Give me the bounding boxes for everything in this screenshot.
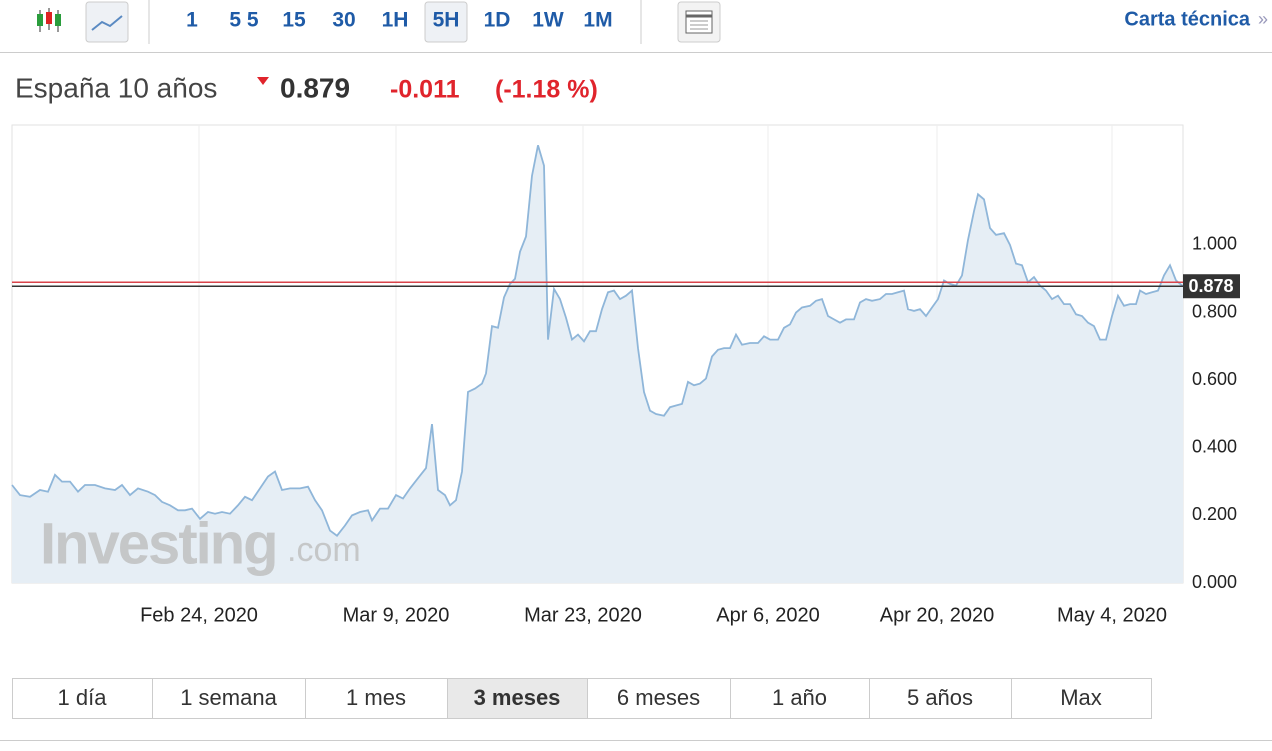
interval-button[interactable]: 1M	[583, 9, 612, 32]
range-label[interactable]: 1 semana	[180, 685, 277, 710]
y-tick-label: 0.400	[1192, 437, 1237, 457]
change: -0.011	[390, 76, 460, 104]
last-value-box	[1183, 274, 1240, 299]
x-tick-label: Feb 24, 2020	[140, 604, 258, 626]
change-pct: (-1.18 %)	[495, 76, 598, 104]
table-icon[interactable]	[677, 1, 721, 43]
line-icon[interactable]	[85, 1, 129, 43]
price-line	[11, 145, 1184, 537]
interval-button[interactable]: 1H	[382, 9, 409, 32]
watermark: Investing	[40, 511, 277, 576]
range-button[interactable]	[587, 678, 731, 719]
range-button[interactable]	[730, 678, 870, 719]
range-button[interactable]	[447, 678, 588, 719]
plot: Feb 24, 2020 Mar 9, 2020 Mar 23, 2020 Apr 6…	[11, 124, 1240, 626]
interval-button[interactable]: 1W	[532, 9, 564, 32]
candle-icon[interactable]	[37, 8, 61, 32]
x-tick-label: Mar 23, 2020	[524, 604, 642, 626]
area-fill	[12, 145, 1183, 584]
range-label[interactable]: 1 día	[58, 685, 108, 710]
instrument-name: España 10 años	[15, 72, 217, 103]
range-button[interactable]	[1011, 678, 1152, 719]
range-label[interactable]: 3 meses	[474, 685, 561, 710]
x-tick-label: Apr 20, 2020	[880, 604, 995, 626]
x-tick-label: Apr 6, 2020	[716, 604, 819, 626]
interval-selected[interactable]	[424, 1, 468, 43]
interval-button[interactable]: 30	[332, 9, 355, 32]
x-tick-label: Mar 9, 2020	[343, 604, 450, 626]
y-tick-label: 0.200	[1192, 504, 1237, 524]
range-label[interactable]: 1 año	[772, 685, 827, 710]
interval-button[interactable]: 5 5	[229, 9, 259, 32]
y-tick-label: 0.800	[1192, 301, 1237, 321]
y-tick-label: 0.000	[1192, 572, 1237, 592]
interval-button[interactable]: 1D	[484, 9, 511, 32]
interval-button[interactable]: 5H	[433, 9, 460, 32]
interval-button[interactable]: 15	[282, 9, 306, 32]
range-label[interactable]: 5 años	[907, 685, 973, 710]
range-button[interactable]	[152, 678, 306, 719]
price: 0.879	[280, 72, 350, 103]
watermark-suffix: .com	[287, 531, 361, 569]
interval-button[interactable]: 1	[186, 9, 198, 32]
link-arrow[interactable]: »	[1258, 9, 1268, 29]
range-button[interactable]	[305, 678, 448, 719]
range-label[interactable]: 6 meses	[617, 685, 700, 710]
chart-link[interactable]: Carta técnica	[1124, 8, 1250, 30]
y-tick-label: 1.000	[1192, 234, 1237, 254]
y-tick-label: 0.600	[1192, 369, 1237, 389]
x-tick-label: May 4, 2020	[1057, 604, 1167, 626]
range-label[interactable]: Max	[1060, 685, 1102, 710]
range-button[interactable]	[12, 678, 153, 719]
down-arrow	[257, 77, 269, 85]
range-button[interactable]	[869, 678, 1012, 719]
range-label[interactable]: 1 mes	[346, 685, 406, 710]
last-value-label: 0.878	[1188, 276, 1233, 296]
